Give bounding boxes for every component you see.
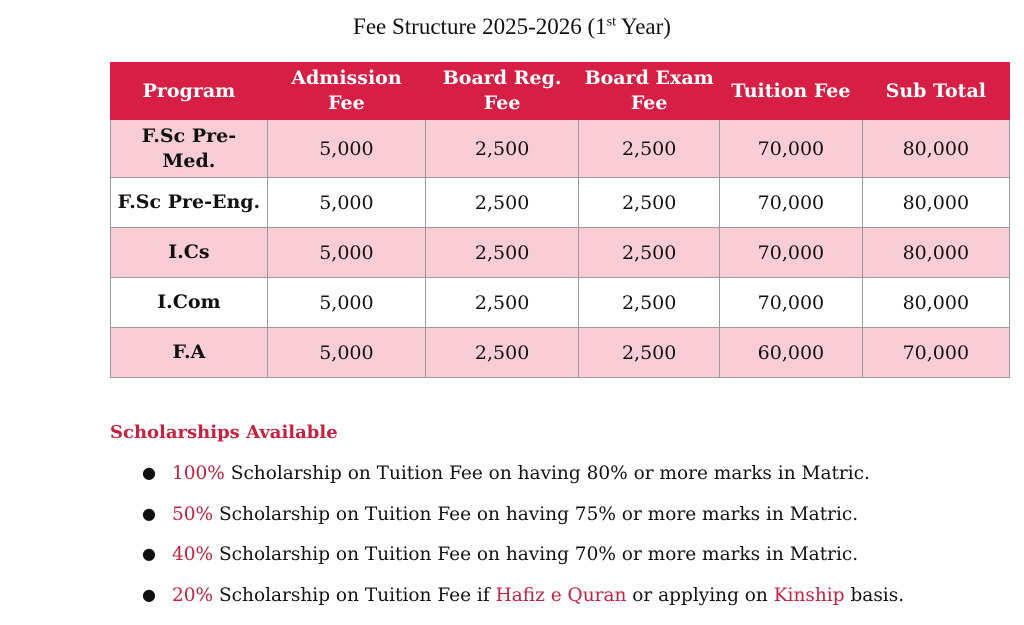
item-text: basis. — [845, 585, 905, 606]
program-cell: I.Com — [111, 278, 268, 328]
item-text: Scholarship on Tuition Fee if — [213, 585, 495, 606]
pct: 100% — [172, 463, 225, 484]
fee-cell: 60,000 — [720, 328, 862, 378]
fee-cell: 2,500 — [426, 178, 579, 228]
fee-cell: 70,000 — [720, 228, 862, 278]
fee-cell: 2,500 — [579, 228, 720, 278]
fee-cell: 2,500 — [579, 120, 720, 178]
fee-cell: 2,500 — [426, 120, 579, 178]
fee-cell: 5,000 — [267, 278, 425, 328]
fee-cell: 70,000 — [862, 328, 1009, 378]
list-item: ●50% Scholarship on Tuition Fee on havin… — [142, 504, 904, 545]
fee-cell: 70,000 — [720, 178, 862, 228]
pct: 40% — [172, 544, 213, 565]
column-header: Board Reg. Fee — [426, 63, 579, 120]
bullet-icon: ● — [142, 585, 172, 625]
column-header: Board Exam Fee — [579, 63, 720, 120]
program-cell: F.Sc Pre-Eng. — [111, 178, 268, 228]
fee-cell: 5,000 — [267, 178, 425, 228]
fee-cell: 5,000 — [267, 120, 425, 178]
fee-cell: 5,000 — [267, 328, 425, 378]
program-cell: I.Cs — [111, 228, 268, 278]
column-header: Program — [111, 63, 268, 120]
list-item: ●20% Scholarship on Tuition Fee if Hafiz… — [142, 585, 904, 625]
fee-cell: 2,500 — [426, 228, 579, 278]
fee-cell: 2,500 — [579, 328, 720, 378]
list-item: ●40% Scholarship on Tuition Fee on havin… — [142, 544, 904, 585]
fee-cell: 80,000 — [862, 278, 1009, 328]
page-title: Fee Structure 2025-2026 (1st Year) — [0, 14, 1024, 40]
fee-cell: 2,500 — [426, 278, 579, 328]
item-text: Scholarship on Tuition Fee on having 70%… — [213, 544, 858, 565]
fee-cell: 70,000 — [720, 278, 862, 328]
fee-cell: 70,000 — [720, 120, 862, 178]
fee-cell: 80,000 — [862, 120, 1009, 178]
program-cell: F.Sc Pre-Med. — [111, 120, 268, 178]
fee-cell: 5,000 — [267, 228, 425, 278]
scholarships-heading: Scholarships Available — [110, 422, 338, 443]
bullet-icon: ● — [142, 463, 172, 504]
title-text: Fee Structure 2025-2026 (1 — [353, 14, 607, 39]
pct: 50% — [172, 504, 213, 525]
item-text: Scholarship on Tuition Fee on having 80%… — [225, 463, 870, 484]
hafiz-text: Hafiz e Quran — [496, 585, 627, 606]
fee-cell: 80,000 — [862, 228, 1009, 278]
fee-cell: 80,000 — [862, 178, 1009, 228]
title-sup: st — [607, 14, 616, 29]
column-header: Admission Fee — [267, 63, 425, 120]
pct: 20% — [172, 585, 213, 606]
kinship-text: Kinship — [774, 585, 845, 606]
bullet-icon: ● — [142, 544, 172, 585]
fee-cell: 2,500 — [579, 278, 720, 328]
item-text: or applying on — [626, 585, 773, 606]
column-header: Tuition Fee — [720, 63, 862, 120]
scholarship-list: ●100% Scholarship on Tuition Fee on havi… — [142, 463, 904, 625]
item-text: Scholarship on Tuition Fee on having 75%… — [213, 504, 858, 525]
column-header: Sub Total — [862, 63, 1009, 120]
fee-cell: 2,500 — [579, 178, 720, 228]
bullet-icon: ● — [142, 504, 172, 545]
title-end: Year) — [616, 14, 671, 39]
list-item: ●100% Scholarship on Tuition Fee on havi… — [142, 463, 904, 504]
fee-cell: 2,500 — [426, 328, 579, 378]
program-cell: F.A — [111, 328, 268, 378]
